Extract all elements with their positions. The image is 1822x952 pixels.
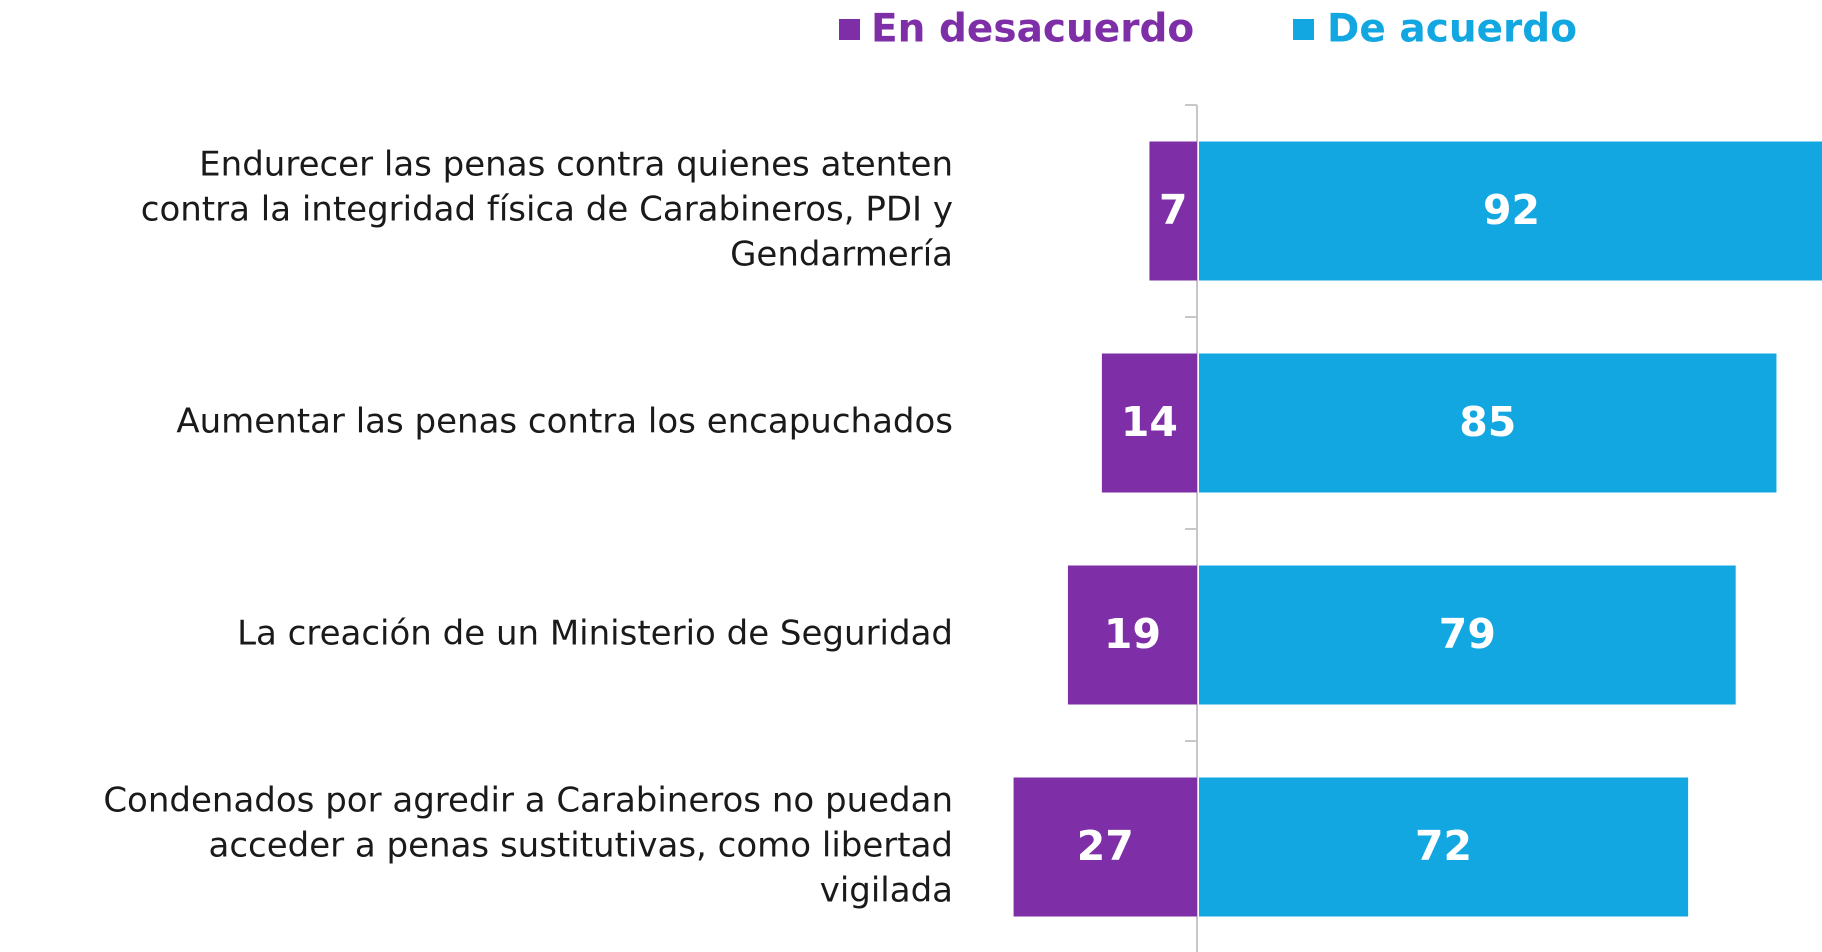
value-label: 14 xyxy=(1121,398,1178,446)
bar xyxy=(1013,777,1197,917)
bar xyxy=(1199,353,1777,493)
legend-swatch xyxy=(839,19,860,40)
bar xyxy=(1199,777,1689,917)
category-label: contra la integridad física de Carabiner… xyxy=(141,190,953,230)
legend-swatch xyxy=(1293,19,1314,40)
bar xyxy=(1199,141,1822,281)
bar xyxy=(1101,353,1197,493)
bar xyxy=(1067,565,1197,705)
category-label: Aumentar las penas contra los encapuchad… xyxy=(176,402,953,442)
bar xyxy=(1149,141,1197,281)
category-label: Condenados por agredir a Carabineros no … xyxy=(103,781,953,821)
category-label: La creación de un Ministerio de Segurida… xyxy=(237,614,953,654)
category-label: acceder a penas sustitutivas, como liber… xyxy=(208,826,953,866)
value-label: 79 xyxy=(1439,610,1496,658)
value-label: 7 xyxy=(1159,186,1188,234)
legend-label: De acuerdo xyxy=(1327,7,1577,52)
category-label: vigilada xyxy=(820,871,953,911)
legend-label: En desacuerdo xyxy=(871,7,1194,52)
value-label: 19 xyxy=(1104,610,1161,658)
bar xyxy=(1199,565,1736,705)
value-label: 85 xyxy=(1459,398,1516,446)
value-label: 92 xyxy=(1483,186,1540,234)
value-label: 27 xyxy=(1077,822,1134,870)
value-label: 72 xyxy=(1415,822,1472,870)
category-label: Gendarmería xyxy=(730,235,953,275)
category-label: Endurecer las penas contra quienes atent… xyxy=(199,145,953,185)
